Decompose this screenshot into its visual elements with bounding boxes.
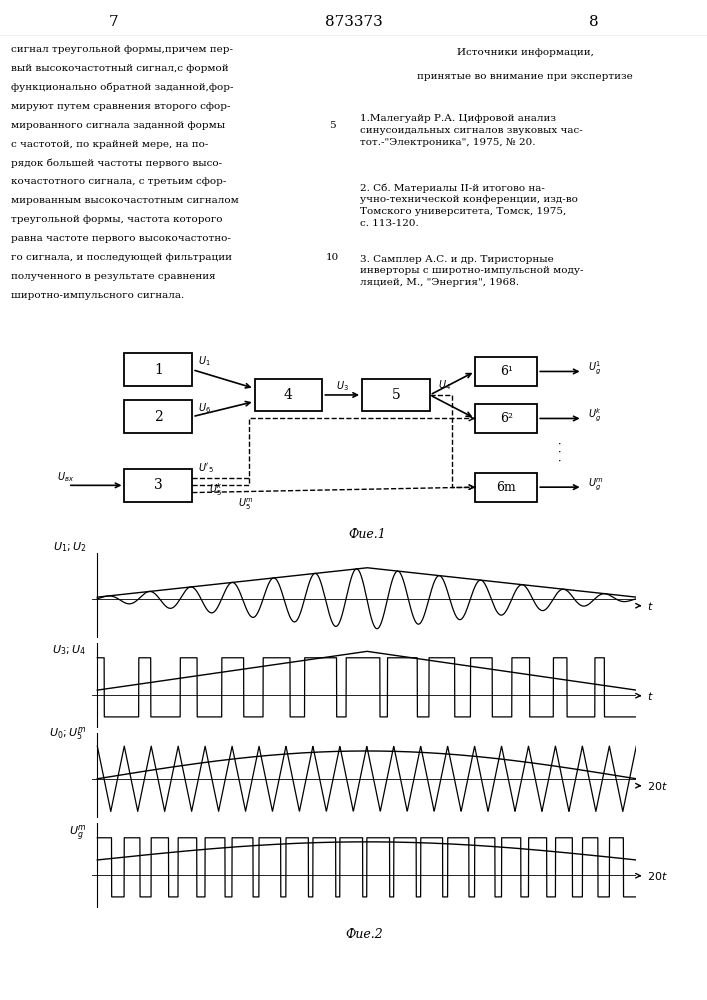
Text: мированным высокочастотным сигналом: мированным высокочастотным сигналом	[11, 196, 238, 205]
Text: Фие.1: Фие.1	[349, 528, 387, 541]
Text: $t$: $t$	[647, 600, 654, 612]
Bar	[255, 379, 322, 411]
Text: кочастотного сигнала, с третьим сфор-: кочастотного сигнала, с третьим сфор-	[11, 177, 226, 186]
Text: 10: 10	[326, 253, 339, 262]
Text: $U^k_g$: $U^k_g$	[588, 406, 602, 424]
Text: $U_0;U_5^m$: $U_0;U_5^m$	[49, 724, 86, 742]
Text: 2: 2	[154, 410, 163, 424]
Bar	[475, 404, 537, 433]
Text: $U_{вх}$: $U_{вх}$	[57, 470, 74, 484]
Text: $U_1;U_2$: $U_1;U_2$	[53, 540, 86, 554]
Text: 2. Сб. Материалы II-й итогово на-
учно-технической конференции, изд-во
Томского : 2. Сб. Материалы II-й итогово на- учно-т…	[361, 183, 578, 228]
Text: $20t$: $20t$	[647, 780, 668, 792]
Text: треугольной формы, частота которого: треугольной формы, частота которого	[11, 215, 222, 224]
Text: 8: 8	[589, 15, 599, 29]
Text: $U^k_5$: $U^k_5$	[209, 481, 223, 498]
Text: 6¹: 6¹	[500, 365, 513, 378]
Text: $U^m_g$: $U^m_g$	[588, 476, 604, 492]
Text: 3: 3	[154, 478, 163, 492]
Text: $U_4$: $U_4$	[438, 378, 452, 392]
Text: 4: 4	[284, 388, 293, 402]
Text: ·
·
·: · · ·	[559, 439, 561, 466]
Text: Источники информации,: Источники информации,	[457, 48, 593, 57]
Text: $U_6$: $U_6$	[198, 401, 211, 415]
Text: $20t$: $20t$	[647, 870, 668, 882]
Text: $t$: $t$	[647, 690, 654, 702]
Bar	[124, 469, 192, 502]
Text: 1: 1	[154, 363, 163, 377]
Text: $U_3;U_4$: $U_3;U_4$	[52, 643, 86, 657]
Text: функционально обратной заданной,фор-: функционально обратной заданной,фор-	[11, 83, 233, 92]
Bar	[475, 357, 537, 386]
Text: полученного в результате сравнения: полученного в результате сравнения	[11, 272, 215, 281]
Text: равна частоте первого высокочастотно-: равна частоте первого высокочастотно-	[11, 234, 230, 243]
Bar	[475, 473, 537, 502]
Text: $U^1_g$: $U^1_g$	[588, 359, 602, 377]
Bar	[124, 400, 192, 433]
Text: 873373: 873373	[325, 15, 382, 29]
Bar	[124, 353, 192, 386]
Bar	[362, 379, 430, 411]
Text: 6m: 6m	[496, 481, 516, 494]
Text: $U^m_5$: $U^m_5$	[238, 497, 254, 512]
Text: 5: 5	[329, 121, 336, 130]
Text: $U_g^m$: $U_g^m$	[69, 823, 86, 843]
Text: 7: 7	[108, 15, 118, 29]
Text: 5: 5	[392, 388, 400, 402]
Text: мированного сигнала заданной формы: мированного сигнала заданной формы	[11, 121, 225, 130]
Text: 6²: 6²	[500, 412, 513, 425]
Text: $U_1$: $U_1$	[198, 354, 211, 368]
Text: мируют путем сравнения второго сфор-: мируют путем сравнения второго сфор-	[11, 102, 230, 111]
Text: Фие.2: Фие.2	[345, 928, 383, 942]
Text: вый высокочастотный сигнал,с формой: вый высокочастотный сигнал,с формой	[11, 64, 228, 73]
Text: широтно-импульсного сигнала.: широтно-импульсного сигнала.	[11, 291, 184, 300]
Text: принятые во внимание при экспертизе: принятые во внимание при экспертизе	[417, 72, 633, 81]
Text: $U'_5$: $U'_5$	[198, 461, 214, 475]
Text: го сигнала, и последующей фильтрации: го сигнала, и последующей фильтрации	[11, 253, 232, 262]
Text: сигнал треугольной формы,причем пер-: сигнал треугольной формы,причем пер-	[11, 45, 233, 54]
Text: рядок большей частоты первого высо-: рядок большей частоты первого высо-	[11, 158, 222, 168]
Text: 1.Малегуайр Р.А. Цифровой анализ
синусоидальных сигналов звуковых час-
тот.-"Эле: 1.Малегуайр Р.А. Цифровой анализ синусои…	[361, 114, 583, 147]
Text: 3. Самплер А.С. и др. Тиристорные
инверторы с широтно-импульсной моду-
ляцией, М: 3. Самплер А.С. и др. Тиристорные инверт…	[361, 255, 584, 287]
Text: с частотой, по крайней мере, на по-: с частотой, по крайней мере, на по-	[11, 140, 208, 149]
Text: $U_3$: $U_3$	[336, 380, 349, 393]
